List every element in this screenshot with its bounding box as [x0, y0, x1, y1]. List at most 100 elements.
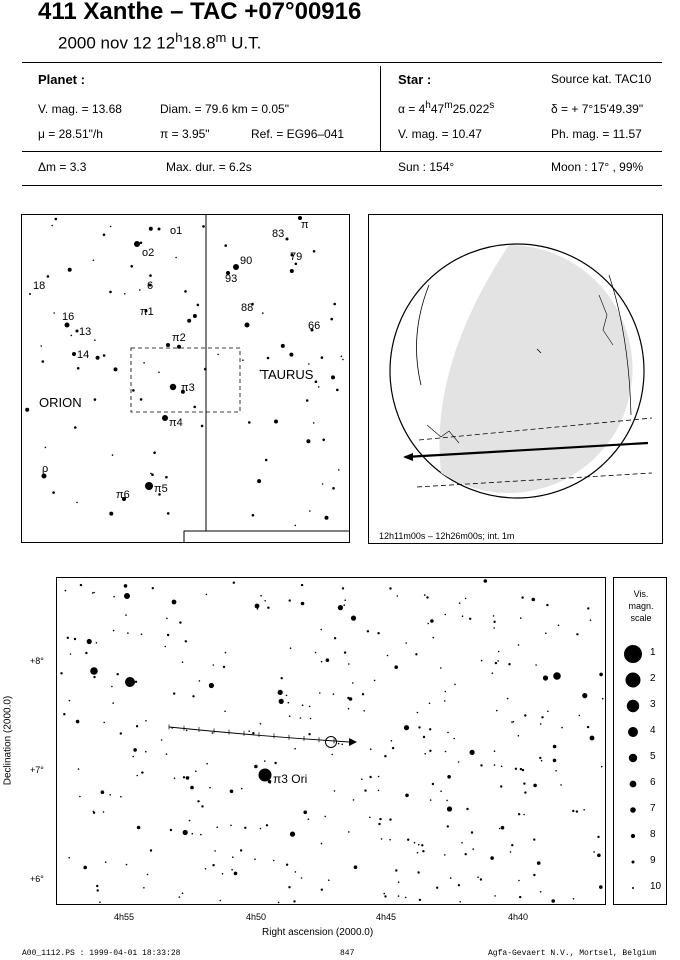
- star-dot: [112, 702, 114, 704]
- star-dot: [575, 810, 579, 813]
- scale-title-line: magn.: [628, 601, 654, 611]
- star-dot: [92, 811, 96, 814]
- star-dot: [205, 593, 208, 596]
- star-dot: [418, 898, 422, 902]
- star-dot: [498, 827, 501, 830]
- finder-star: [72, 352, 76, 356]
- star-dot: [413, 841, 416, 844]
- star-dot: [100, 790, 105, 794]
- scale-title-line: scale: [630, 613, 652, 623]
- finder-star: [177, 344, 181, 349]
- star-dot: [63, 713, 66, 716]
- star-dot: [182, 776, 186, 779]
- star-dot: [493, 750, 496, 752]
- star-dot: [397, 881, 400, 883]
- finder-star: [226, 271, 230, 275]
- star-dot: [164, 645, 167, 648]
- finder-star: [308, 363, 310, 365]
- star-dot: [536, 861, 541, 865]
- star-dot: [533, 873, 536, 877]
- star-dot: [572, 898, 575, 900]
- star-dot: [493, 627, 496, 629]
- star-dot: [60, 672, 63, 675]
- event-minutes: 18.8: [182, 33, 216, 53]
- star-dot: [95, 642, 98, 644]
- ra-hours: α = 4: [398, 102, 426, 116]
- star-dot: [369, 816, 371, 819]
- star-dot: [301, 704, 304, 706]
- star-dot: [416, 851, 419, 854]
- star-dot: [347, 707, 350, 710]
- finder-star: [187, 318, 192, 323]
- target-star-label: π3 Ori: [273, 772, 308, 786]
- finder-star: [285, 237, 289, 241]
- star-dot: [524, 714, 527, 717]
- star-dot: [384, 755, 387, 758]
- star-dot: [244, 826, 247, 829]
- star-dot: [119, 732, 122, 735]
- finder-star: [46, 275, 50, 278]
- star-dot: [288, 715, 291, 717]
- star-dot: [517, 735, 520, 737]
- star-dot: [216, 826, 218, 829]
- star-dot: [90, 667, 98, 675]
- star-dot: [436, 886, 439, 889]
- star-dot: [373, 679, 376, 682]
- star-dot: [96, 889, 99, 892]
- star-dot: [586, 725, 590, 729]
- finder-star: [314, 380, 318, 383]
- constellation-orion: ORION: [39, 395, 82, 410]
- scale-dot: [629, 780, 637, 788]
- star-dot: [204, 868, 207, 870]
- star-dot: [422, 850, 425, 853]
- star-dot: [429, 728, 432, 731]
- x-tick-440: 4h40: [508, 912, 529, 922]
- finder-star: [148, 283, 152, 287]
- star-dot: [539, 723, 542, 725]
- finder-star: [340, 355, 343, 358]
- star-dot: [440, 790, 442, 792]
- star-dot: [389, 818, 392, 821]
- finder-star: [54, 217, 58, 221]
- star-dot: [166, 617, 168, 620]
- star-dot: [431, 782, 435, 786]
- star-dot: [348, 831, 350, 833]
- star-dot: [285, 863, 289, 866]
- finder-star: [41, 473, 47, 479]
- finder-star: [193, 405, 196, 409]
- finder-star: [204, 367, 207, 371]
- time-suffix: U.T.: [226, 33, 262, 53]
- star-dot: [379, 817, 382, 821]
- star-dot: [140, 633, 143, 635]
- star-dot: [69, 653, 72, 655]
- finder-star: [41, 360, 45, 363]
- finder-star-label: 79: [290, 251, 302, 263]
- star-dot: [491, 672, 494, 674]
- planet-diameter: Diam. = 79.6 km = 0.05": [160, 102, 289, 116]
- star-dot: [493, 764, 496, 766]
- max-duration: Max. dur. = 6.2s: [166, 160, 252, 174]
- magnitude-scale: Vis. magn. scale 1 2 3 4 5 6 7 8 9 10: [613, 577, 667, 905]
- scale-dot: [624, 645, 642, 663]
- star-dot: [333, 790, 336, 792]
- star-dot: [540, 759, 543, 762]
- finder-star: [124, 293, 126, 295]
- finder-star: [148, 226, 153, 231]
- star-dot: [444, 690, 447, 693]
- star-dot: [429, 749, 432, 752]
- finder-star-label: o1: [170, 225, 182, 237]
- star-dot: [497, 660, 499, 662]
- star-dot: [188, 819, 191, 822]
- star-dot: [96, 884, 99, 888]
- star-dot: [133, 748, 137, 752]
- star-dot: [151, 587, 154, 590]
- finder-star-label: π1: [140, 306, 154, 318]
- star-dot: [136, 825, 141, 830]
- star-declination: δ = + 7°15'49.39": [551, 102, 644, 116]
- star-dot: [449, 877, 452, 879]
- star-dot: [464, 597, 467, 600]
- info-top-rule: [22, 62, 662, 63]
- star-dot: [248, 730, 250, 732]
- star-dot: [500, 785, 503, 788]
- finder-star: [139, 241, 143, 245]
